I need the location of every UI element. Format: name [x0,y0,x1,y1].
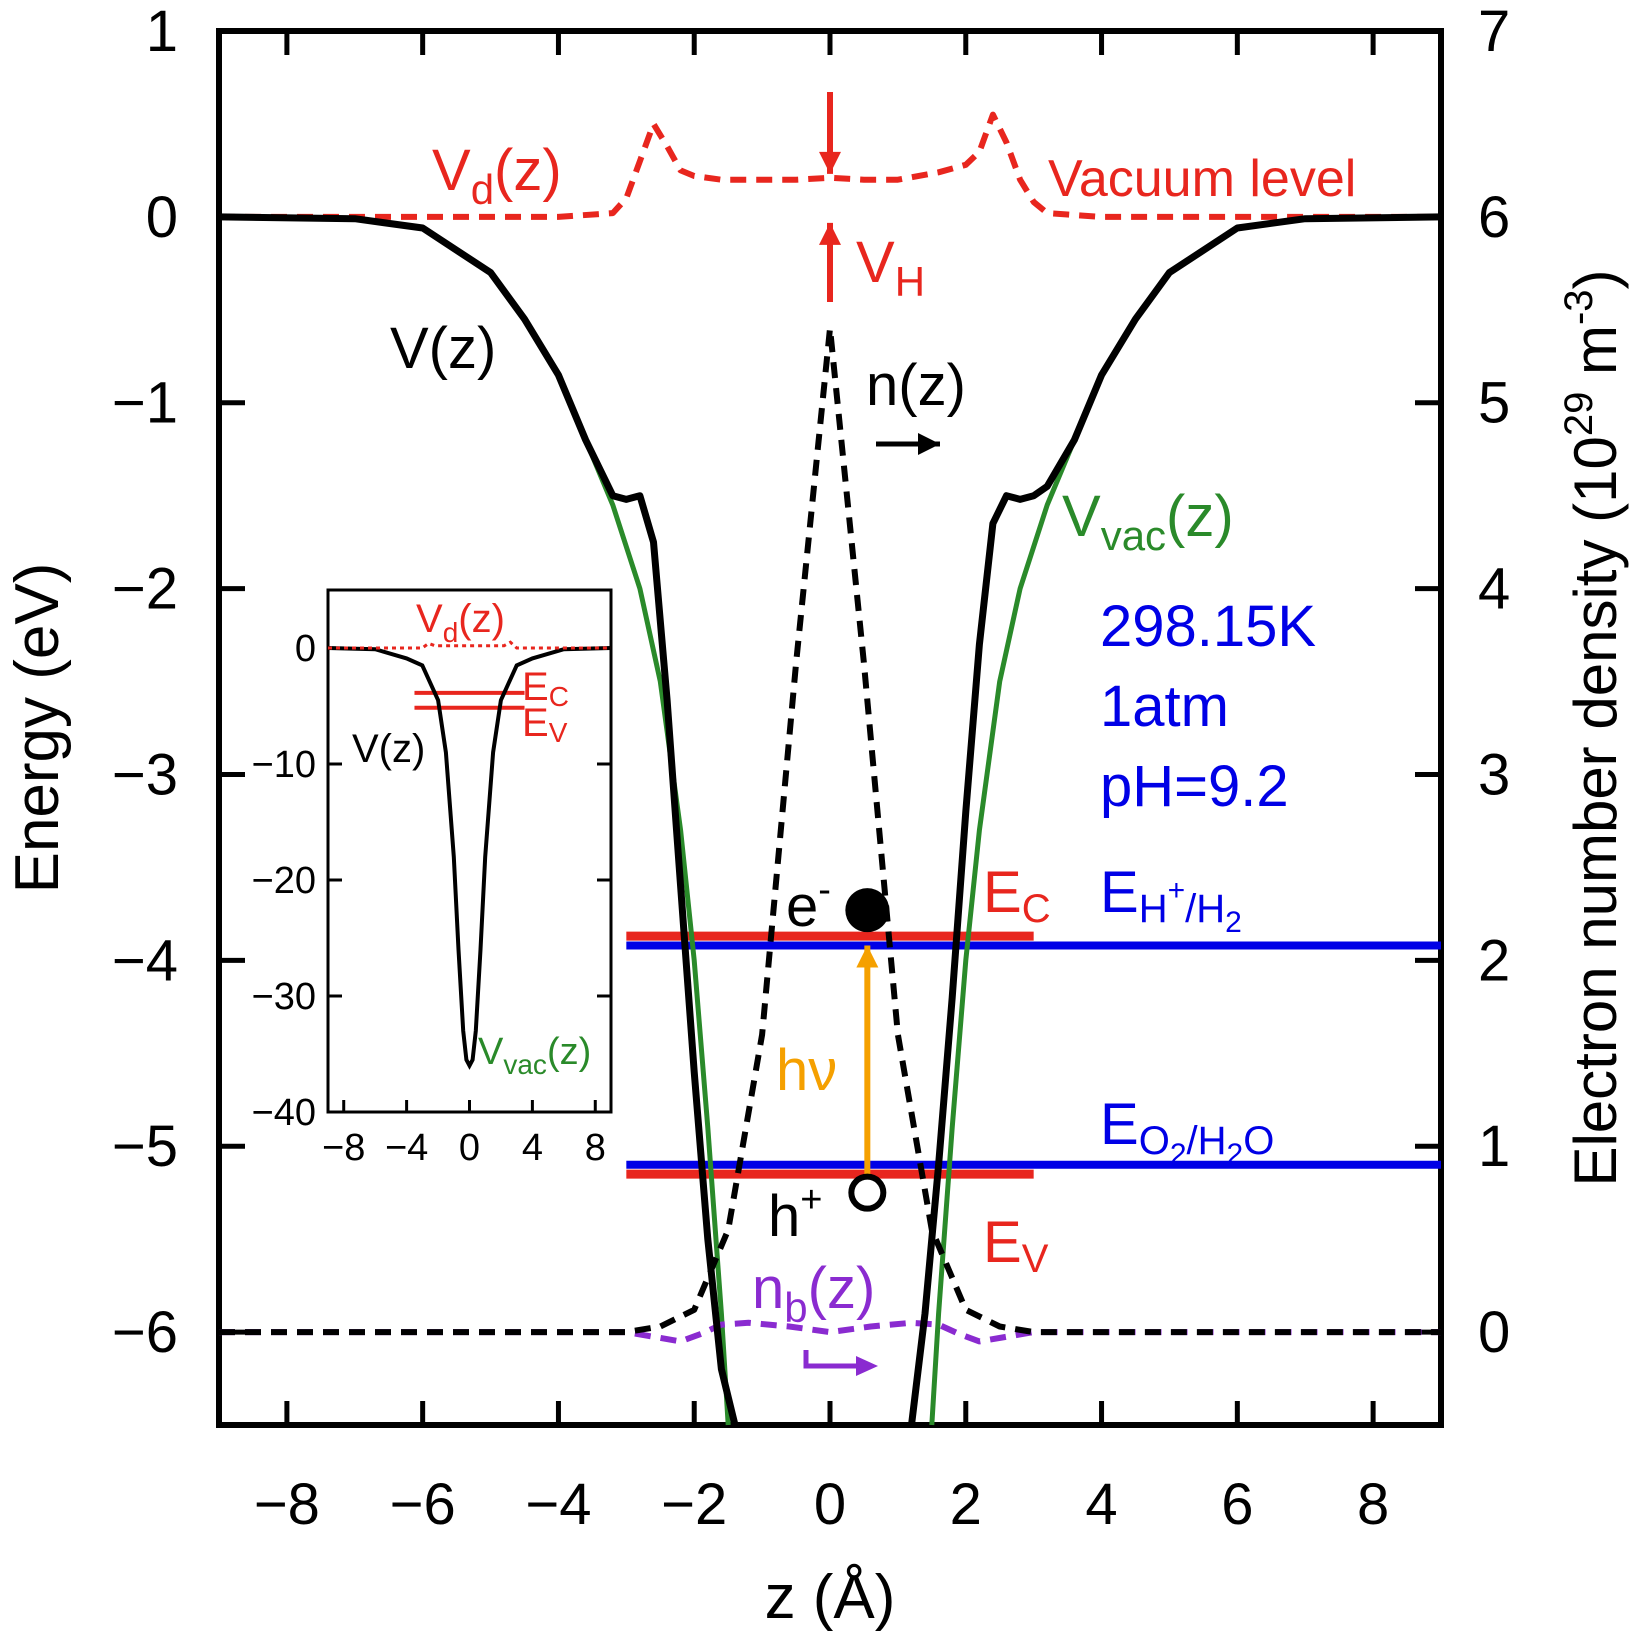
inset-ec-label: EC [522,665,569,712]
inset-y-tick-label: −30 [252,976,316,1018]
inset-vvac-label: Vvac(z) [478,1031,591,1080]
vacuum-level-label: Vacuum level [1048,150,1356,208]
series-line-n-z [219,325,1441,1336]
y-tick-label: 1 [146,0,178,64]
y-tick-label: −1 [112,371,178,436]
inset-chart: −8 −4 0 4 80−10−20−30−40 Vd(z) V(z) EC EV Vv… [252,588,613,1169]
n-label: n(z) [866,353,966,418]
x-tick-label: 2 [950,1472,982,1537]
vh-label: VH [856,230,925,305]
inset-x-tick-label: −8 [322,1127,365,1169]
y-axis-title: Energy (eV) [3,563,72,894]
y2-tick-label: 4 [1478,557,1510,622]
inset-x-tick-label: 8 [585,1127,606,1169]
nb-label: nb(z) [752,1256,875,1331]
inset-v-label: V(z) [352,727,425,771]
inset-y-tick-label: −40 [252,1092,316,1134]
x-tick-label: −4 [525,1472,591,1537]
vd-arrow-down-head [819,151,841,174]
y-tick-label: −3 [112,742,178,807]
y2-tick-label: 5 [1478,371,1510,436]
x-tick-label: 0 [814,1472,846,1537]
y2-tick-label: 0 [1478,1300,1510,1365]
y-tick-label: −2 [112,557,178,622]
series-line-v-z [908,213,1442,1426]
y2-axis-title: Electron number density (1029 m-3) [1557,269,1629,1186]
eh-label: EH+/H2 [1100,860,1242,939]
y2-tick-label: 6 [1478,185,1510,250]
x-axis-title: z (Å) [765,1563,896,1632]
hole-marker [848,1173,887,1212]
x-tick-label: −8 [254,1472,320,1537]
y2-tick-label: 7 [1478,0,1510,64]
x-tick-label: −6 [390,1472,456,1537]
y2-tick-label: 2 [1478,928,1510,993]
series-line-n-b-z [219,1319,1441,1345]
hole-label: h+ [768,1179,822,1249]
condition-pressure: 1atm [1100,674,1229,739]
nb-arrow-head [856,1356,878,1376]
inset-x-tick-label: −4 [385,1127,428,1169]
x-tick-label: 4 [1085,1472,1117,1537]
inset-vd-label: Vd(z) [416,597,505,648]
ev-label: EV [983,1210,1049,1281]
x-tick-label: 6 [1221,1472,1253,1537]
photon-label: hν [776,1038,837,1103]
inset-y-tick-label: −20 [252,860,316,902]
series-line-v-z [218,213,739,1426]
y-tick-label: 0 [146,185,178,250]
eo-label: EO2/H2O [1100,1092,1274,1171]
inset-y-tick-label: −10 [252,744,316,786]
inset-ev-label: EV [522,701,568,748]
series-line-v-d-z [219,111,1441,220]
inset-x-tick-label: 0 [459,1127,480,1169]
inset-x-tick-label: 4 [522,1127,543,1169]
vvac-label: Vvac(z) [1062,484,1234,559]
x-tick-label: 8 [1357,1472,1389,1537]
y2-tick-label: 1 [1478,1114,1510,1179]
y2-tick-label: 3 [1478,742,1510,807]
condition-ph: pH=9.2 [1100,754,1289,819]
inset-series-line-v-d-z [328,640,611,650]
y-tick-label: −6 [112,1300,178,1365]
inset-frame [326,588,613,1114]
v-label: V(z) [390,316,496,381]
condition-temperature: 298.15K [1100,594,1316,659]
x-tick-label: −2 [661,1472,727,1537]
electron-label: e- [786,869,831,939]
photon-arrow-head [856,945,879,968]
vh-arrow-up-head [819,222,841,245]
inset-y-tick-label: 0 [295,628,316,670]
y-tick-label: −4 [112,928,178,993]
y-tick-label: −5 [112,1114,178,1179]
ec-label: EC [983,860,1051,931]
electron-marker [845,888,890,933]
n-arrow-right-head [918,433,940,455]
nb-arrow [803,1350,860,1369]
inset-series-line-v-z [327,646,612,1070]
vd-label: Vd(z) [432,138,562,213]
